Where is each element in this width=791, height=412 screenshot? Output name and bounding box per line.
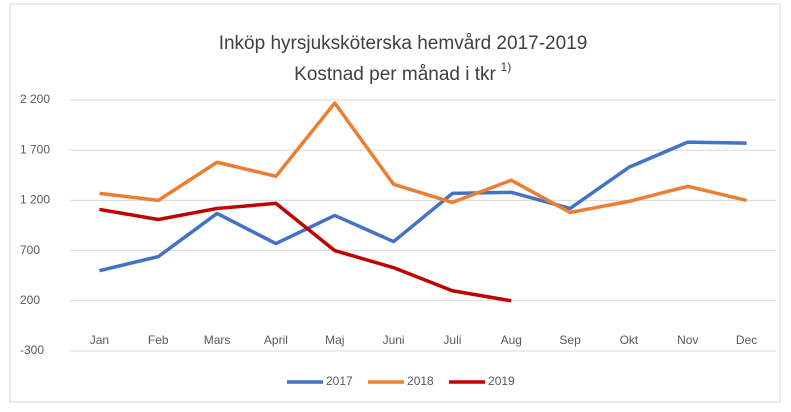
x-tick-label: Maj bbox=[325, 333, 344, 347]
chart-subtitle: Kostnad per månad i tkr bbox=[294, 64, 496, 85]
y-tick-label: -300 bbox=[20, 343, 44, 357]
subtitle-note: 1) bbox=[501, 60, 512, 74]
x-tick-label: Mars bbox=[204, 333, 231, 347]
chart-title: Inköp hyrsjuksköterska hemvård 2017-2019 bbox=[219, 33, 588, 54]
y-tick-label: 2 200 bbox=[20, 92, 50, 106]
x-tick-label: Sep bbox=[559, 333, 581, 347]
x-tick-label: Juni bbox=[383, 333, 405, 347]
x-tick-label: Dec bbox=[736, 333, 757, 347]
x-tick-label: Jan bbox=[90, 333, 109, 347]
line-series bbox=[99, 201, 512, 303]
x-tick-label: April bbox=[264, 333, 288, 347]
chart-border bbox=[9, 3, 781, 403]
x-tick-label: Nov bbox=[677, 333, 698, 347]
line-series bbox=[99, 140, 747, 273]
legend-label: 2018 bbox=[407, 374, 434, 388]
legend-label: 2019 bbox=[488, 374, 515, 388]
y-tick-label: 700 bbox=[20, 243, 40, 257]
x-tick-label: Okt bbox=[620, 333, 639, 347]
y-tick-label: 1 700 bbox=[20, 142, 50, 156]
x-tick-label: Aug bbox=[501, 333, 522, 347]
y-tick-label: 200 bbox=[20, 293, 40, 307]
legend-label: 2017 bbox=[326, 374, 353, 388]
x-tick-label: Feb bbox=[148, 333, 169, 347]
line-series bbox=[99, 101, 747, 215]
y-tick-label: 1 200 bbox=[20, 193, 50, 207]
x-tick-label: Juli bbox=[443, 333, 461, 347]
